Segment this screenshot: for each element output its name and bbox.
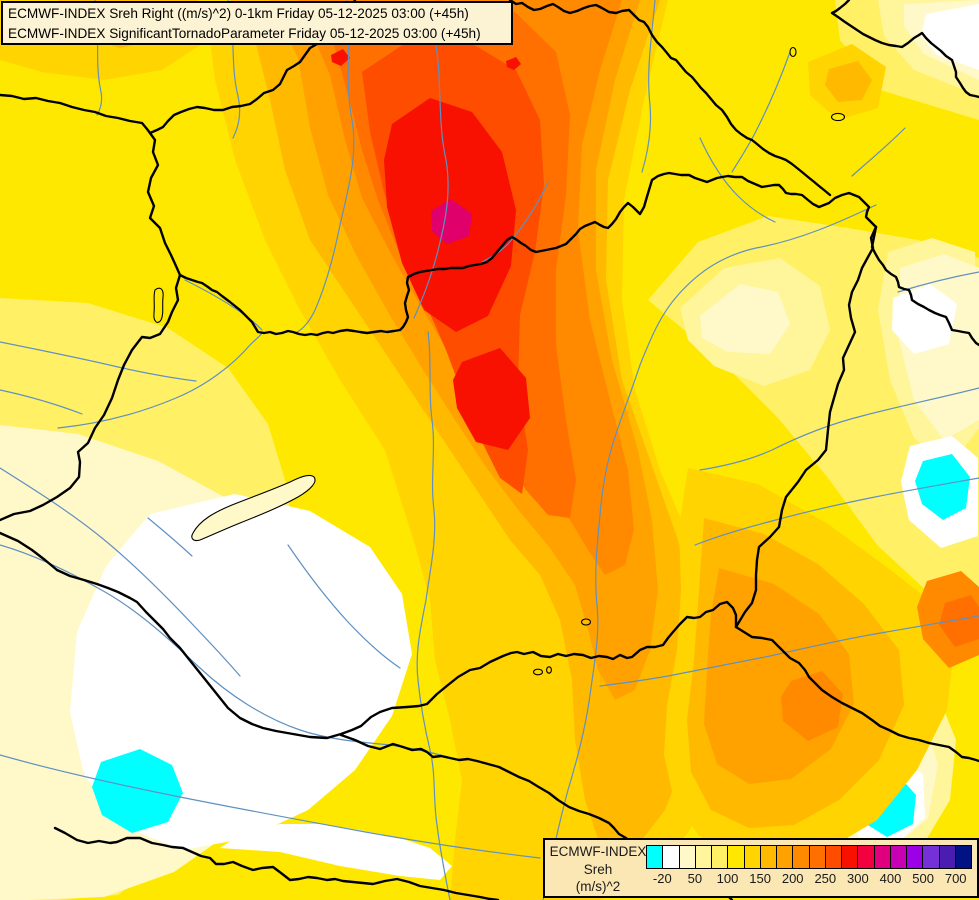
legend-color-cell bbox=[890, 846, 907, 868]
poland-ukraine-border bbox=[830, 0, 979, 99]
mura-river bbox=[0, 467, 241, 677]
legend-color-cell bbox=[923, 846, 940, 868]
legend-color-cell bbox=[858, 846, 875, 868]
legend-tick-label: -20 bbox=[652, 871, 672, 886]
legend-tick-label: 500 bbox=[912, 871, 934, 886]
map-title-box: ECMWF-INDEX Sreh Right ((m/s)^2) 0-1km F… bbox=[1, 1, 513, 45]
legend-color-cell bbox=[793, 846, 810, 868]
legend-color-cell bbox=[777, 846, 794, 868]
legend-color-cell bbox=[842, 846, 859, 868]
legend-color-cell bbox=[955, 846, 971, 868]
small-lake-1 bbox=[532, 668, 544, 676]
bosnia-border bbox=[53, 826, 500, 900]
legend-title-model: ECMWF-INDEX bbox=[549, 844, 647, 859]
legend-tick-labels: -20 50 100 150 200 250 300 400 500 700 bbox=[646, 871, 972, 891]
mosoni-danube bbox=[184, 279, 263, 331]
map-title-line-2: ECMWF-INDEX SignificantTornadoParameter … bbox=[8, 25, 481, 41]
legend: ECMWF-INDEX Sreh (m/s)^2 -20 50 100 150 200 2… bbox=[543, 838, 979, 898]
raba-river bbox=[57, 332, 263, 429]
bodrog-river bbox=[699, 137, 776, 223]
legend-color-cell bbox=[647, 846, 664, 868]
legend-tick-label: 50 bbox=[687, 871, 703, 886]
legend-title-units: (m/s)^2 bbox=[575, 879, 621, 894]
legend-title-param: Sreh bbox=[583, 861, 613, 877]
legend-tick-label: 200 bbox=[781, 871, 804, 886]
hron-river bbox=[413, 27, 449, 319]
legend-color-cell bbox=[825, 846, 842, 868]
legend-tick-label: 700 bbox=[944, 871, 967, 886]
austria-stream-1 bbox=[0, 341, 197, 382]
vah-river bbox=[294, 0, 355, 334]
legend-color-cell bbox=[744, 846, 761, 868]
legend-color-cell bbox=[728, 846, 745, 868]
legend-tick-label: 250 bbox=[814, 871, 837, 886]
koros-river bbox=[694, 477, 979, 546]
small-lake-4 bbox=[830, 112, 846, 122]
small-lake-3 bbox=[580, 618, 592, 626]
sio-river bbox=[287, 544, 401, 669]
map-title-line-1: ECMWF-INDEX Sreh Right ((m/s)^2) 0-1km F… bbox=[8, 6, 469, 21]
austria-hungary-border bbox=[0, 131, 182, 522]
lake-neusiedl bbox=[153, 287, 164, 323]
legend-color-cell bbox=[679, 846, 696, 868]
slovakia-poland-border bbox=[508, 0, 832, 197]
ukraine-romania-border bbox=[870, 225, 979, 347]
legend-tick-label: 100 bbox=[716, 871, 739, 886]
czech-austria-border bbox=[0, 93, 152, 135]
hungary-croatia-south-border bbox=[55, 568, 738, 740]
slovenia-croatia-border bbox=[0, 531, 59, 572]
austria-stream-2 bbox=[0, 389, 83, 415]
legend-tick-label: 300 bbox=[847, 871, 869, 886]
legend-title: ECMWF-INDEX Sreh (m/s)^2 bbox=[549, 843, 647, 896]
zala-river bbox=[147, 517, 193, 557]
legend-color-cell bbox=[760, 846, 777, 868]
hungary-romania-border bbox=[734, 225, 878, 629]
laborec-river bbox=[731, 51, 791, 173]
lake-balaton bbox=[191, 474, 316, 542]
danube-river bbox=[416, 331, 451, 900]
legend-color-cell bbox=[663, 846, 680, 868]
legend-colorbar bbox=[646, 845, 972, 869]
legend-color-cell bbox=[874, 846, 891, 868]
ne-stream bbox=[851, 127, 906, 177]
legend-tick-label: 150 bbox=[749, 871, 771, 886]
legend-color-cell bbox=[695, 846, 712, 868]
legend-color-cell bbox=[907, 846, 924, 868]
sava-river bbox=[0, 754, 541, 859]
legend-tick-label: 400 bbox=[879, 871, 902, 886]
legend-color-cell bbox=[809, 846, 826, 868]
small-lake-5 bbox=[789, 46, 797, 58]
ipel-river bbox=[481, 181, 549, 263]
hornad-river bbox=[641, 0, 656, 173]
legend-color-cell bbox=[939, 846, 956, 868]
hungary-slovakia-border bbox=[178, 171, 878, 337]
small-lake-2 bbox=[546, 666, 552, 674]
lakes bbox=[153, 46, 846, 676]
szamos-river bbox=[699, 387, 979, 471]
legend-color-cell bbox=[712, 846, 729, 868]
maros-river bbox=[599, 615, 979, 687]
serbia-romania-border bbox=[734, 625, 979, 763]
